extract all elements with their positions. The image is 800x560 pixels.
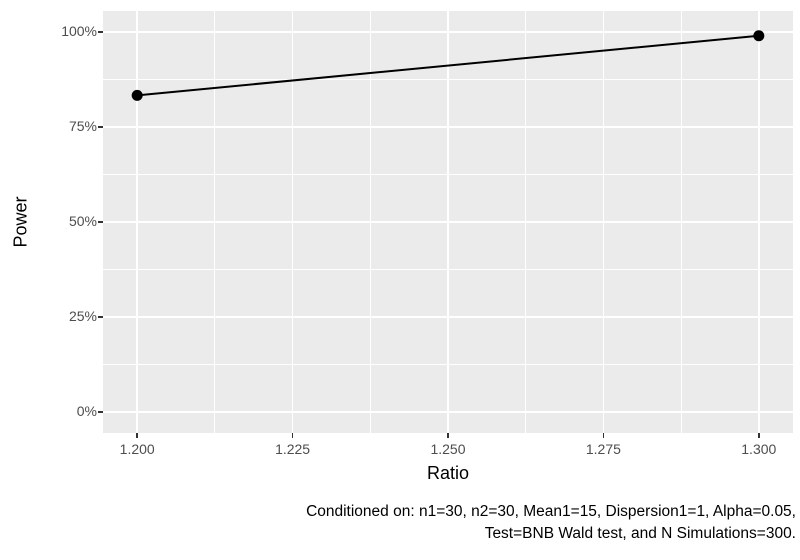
series-line	[137, 34, 759, 97]
gridline-y-major	[103, 31, 793, 33]
caption-line-2: Test=BNB Wald test, and N Simulations=30…	[484, 525, 796, 542]
caption-line-1: Conditioned on: n1=30, n2=30, Mean1=15, …	[306, 503, 796, 520]
gridline-y-major	[103, 126, 793, 128]
x-axis-tick-label: 1.200	[119, 441, 155, 457]
x-axis-tick-label: 1.275	[585, 441, 621, 457]
series-layer	[131, 30, 765, 101]
gridline-y-major	[103, 221, 793, 223]
x-axis-title: Ratio	[426, 463, 470, 483]
x-axis-tick-mark	[758, 433, 760, 438]
plot-caption: Conditioned on: n1=30, n2=30, Mean1=15, …	[306, 501, 796, 545]
x-axis-tick-mark	[291, 433, 294, 438]
data-point	[753, 30, 765, 42]
x-axis-tick-mark	[136, 433, 138, 438]
plot-panel	[103, 11, 793, 433]
y-axis-tick-label: 75%	[68, 117, 97, 134]
x-axis-tick-label: 1.225	[275, 441, 311, 457]
x-axis-tick-mark	[602, 433, 605, 438]
gridline-y-major	[103, 316, 793, 318]
data-point	[131, 89, 143, 101]
y-axis-tick-mark	[98, 316, 103, 318]
y-axis-tick-label: 100%	[61, 22, 97, 39]
y-axis-tick-mark	[98, 126, 103, 128]
x-axis-tick-label: 1.250	[430, 441, 466, 457]
y-axis-tick-mark	[98, 221, 103, 223]
y-axis-tick-label: 0%	[76, 403, 97, 420]
gridline-y-major	[103, 411, 793, 413]
y-axis-tick-mark	[98, 411, 103, 413]
x-axis-tick-mark	[447, 433, 449, 438]
y-axis-title: Power	[10, 196, 31, 248]
y-axis-tick-label: 25%	[68, 308, 97, 325]
y-axis-tick-label: 50%	[68, 213, 97, 229]
x-axis-tick-label: 1.300	[741, 441, 777, 457]
y-axis-tick-mark	[98, 31, 103, 33]
